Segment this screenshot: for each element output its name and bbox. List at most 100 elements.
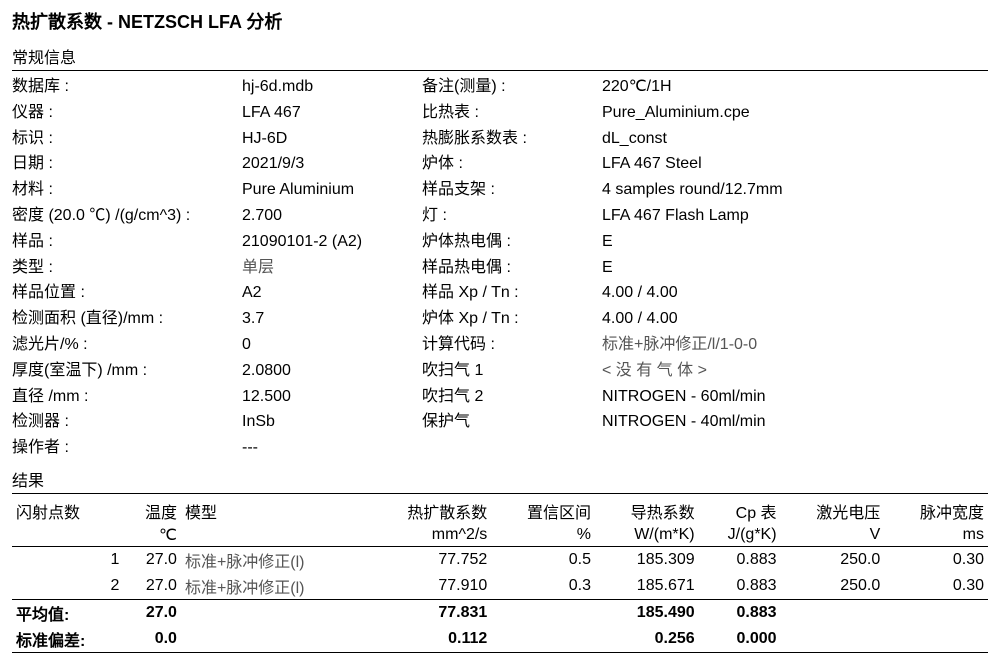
value-sample: 21090101-2 (A2) — [242, 230, 422, 255]
value-type: 单层 — [242, 256, 422, 281]
avg-cp: 0.883 — [699, 599, 781, 626]
label-remark: 备注(测量) : — [422, 75, 602, 100]
cell-pw: 0.30 — [884, 573, 988, 600]
value-diameter: 12.500 — [242, 385, 422, 410]
std-cp: 0.000 — [699, 626, 781, 653]
col-shots: 闪射点数 — [12, 498, 123, 524]
avg-k: 185.490 — [595, 599, 699, 626]
label-filter: 滤光片/% : — [12, 333, 242, 358]
label-det-area: 检测面积 (直径)/mm : — [12, 307, 242, 332]
section-results-header: 结果 — [12, 467, 988, 494]
label-sample: 样品 : — [12, 230, 242, 255]
unit-voltage: V — [781, 524, 885, 547]
std-k: 0.256 — [595, 626, 699, 653]
cell-k: 185.671 — [595, 573, 699, 600]
label-density: 密度 (20.0 ℃) /(g/cm^3) : — [12, 204, 242, 229]
value-protect-gas: NITROGEN - 40ml/min — [602, 410, 988, 435]
label-purge2: 吹扫气 2 — [422, 385, 602, 410]
cell-t: 27.0 — [123, 546, 181, 573]
cell-v: 250.0 — [781, 573, 885, 600]
value-sample-tc: E — [602, 256, 988, 281]
value-cp-table: Pure_Aluminium.cpe — [602, 101, 988, 126]
value-furnace-xp: 4.00 / 4.00 — [602, 307, 988, 332]
cell-d: 77.752 — [365, 546, 492, 573]
label-detector: 检测器 : — [12, 410, 242, 435]
unit-conductivity: W/(m*K) — [595, 524, 699, 547]
col-model: 模型 — [181, 498, 365, 524]
std-t: 0.0 — [123, 626, 181, 653]
label-furnace: 炉体 : — [422, 152, 602, 177]
cell-n: 1 — [12, 546, 123, 573]
value-ident: HJ-6D — [242, 127, 422, 152]
value-sample-xp: 4.00 / 4.00 — [602, 281, 988, 306]
label-expansion: 热膨胀系数表 : — [422, 127, 602, 152]
unit-ci: % — [491, 524, 595, 547]
cell-k: 185.309 — [595, 546, 699, 573]
value-remark: 220℃/1H — [602, 75, 988, 100]
col-temp: 温度 — [123, 498, 181, 524]
label-type: 类型 : — [12, 256, 242, 281]
label-protect-gas: 保护气 — [422, 410, 602, 435]
row-stddev: 标准偏差: 0.0 0.112 0.256 0.000 — [12, 626, 988, 653]
value-filter: 0 — [242, 333, 422, 358]
unit-temp: ℃ — [123, 524, 181, 547]
cell-cp: 0.883 — [699, 573, 781, 600]
cell-n: 2 — [12, 573, 123, 600]
label-purge1: 吹扫气 1 — [422, 359, 602, 384]
unit-cp: J/(g*K) — [699, 524, 781, 547]
label-lamp: 灯 : — [422, 204, 602, 229]
col-cp: Cp 表 — [699, 498, 781, 524]
label-average: 平均值: — [12, 599, 123, 626]
value-calc-code: 标准+脉冲修正/l/1-0-0 — [602, 333, 988, 358]
value-date: 2021/9/3 — [242, 152, 422, 177]
cell-cp: 0.883 — [699, 546, 781, 573]
label-date: 日期 : — [12, 152, 242, 177]
col-ci: 置信区间 — [491, 498, 595, 524]
unit-pulse: ms — [884, 524, 988, 547]
section-general-header: 常规信息 — [12, 44, 988, 71]
cell-pw: 0.30 — [884, 546, 988, 573]
page-title: 热扩散系数 - NETZSCH LFA 分析 — [12, 8, 988, 34]
value-furnace: LFA 467 Steel — [602, 152, 988, 177]
label-calc-code: 计算代码 : — [422, 333, 602, 358]
row-average: 平均值: 27.0 77.831 185.490 0.883 — [12, 599, 988, 626]
value-det-area: 3.7 — [242, 307, 422, 332]
avg-t: 27.0 — [123, 599, 181, 626]
value-purge2: NITROGEN - 60ml/min — [602, 385, 988, 410]
value-furnace-tc: E — [602, 230, 988, 255]
value-holder: 4 samples round/12.7mm — [602, 178, 988, 203]
value-database: hj-6d.mdb — [242, 75, 422, 100]
cell-d: 77.910 — [365, 573, 492, 600]
cell-v: 250.0 — [781, 546, 885, 573]
avg-d: 77.831 — [365, 599, 492, 626]
value-instrument: LFA 467 — [242, 101, 422, 126]
label-stddev: 标准偏差: — [12, 626, 123, 653]
general-info-grid: 数据库 : hj-6d.mdb 备注(测量) : 220℃/1H 仪器 : LF… — [12, 75, 988, 461]
cell-ci: 0.5 — [491, 546, 595, 573]
col-pulse: 脉冲宽度 — [884, 498, 988, 524]
label-sample-xp: 样品 Xp / Tn : — [422, 281, 602, 306]
table-row: 1 27.0 标准+脉冲修正(l) 77.752 0.5 185.309 0.8… — [12, 546, 988, 573]
label-holder: 样品支架 : — [422, 178, 602, 203]
value-operator: --- — [242, 436, 422, 461]
value-thickness: 2.0800 — [242, 359, 422, 384]
label-sample-tc: 样品热电偶 : — [422, 256, 602, 281]
table-row: 2 27.0 标准+脉冲修正(l) 77.910 0.3 185.671 0.8… — [12, 573, 988, 600]
label-ident: 标识 : — [12, 127, 242, 152]
value-density: 2.700 — [242, 204, 422, 229]
label-sample-pos: 样品位置 : — [12, 281, 242, 306]
label-thickness: 厚度(室温下) /mm : — [12, 359, 242, 384]
cell-t: 27.0 — [123, 573, 181, 600]
value-detector: InSb — [242, 410, 422, 435]
results-table: 闪射点数 温度 模型 热扩散系数 置信区间 导热系数 Cp 表 激光电压 脉冲宽… — [12, 498, 988, 653]
value-expansion: dL_const — [602, 127, 988, 152]
cell-m: 标准+脉冲修正(l) — [181, 546, 365, 573]
label-furnace-xp: 炉体 Xp / Tn : — [422, 307, 602, 332]
label-material: 材料 : — [12, 178, 242, 203]
col-conductivity: 导热系数 — [595, 498, 699, 524]
label-diameter: 直径 /mm : — [12, 385, 242, 410]
unit-diffusivity: mm^2/s — [365, 524, 492, 547]
value-purge1: < 没 有 气 体 > — [602, 359, 988, 384]
value-lamp: LFA 467 Flash Lamp — [602, 204, 988, 229]
std-d: 0.112 — [365, 626, 492, 653]
